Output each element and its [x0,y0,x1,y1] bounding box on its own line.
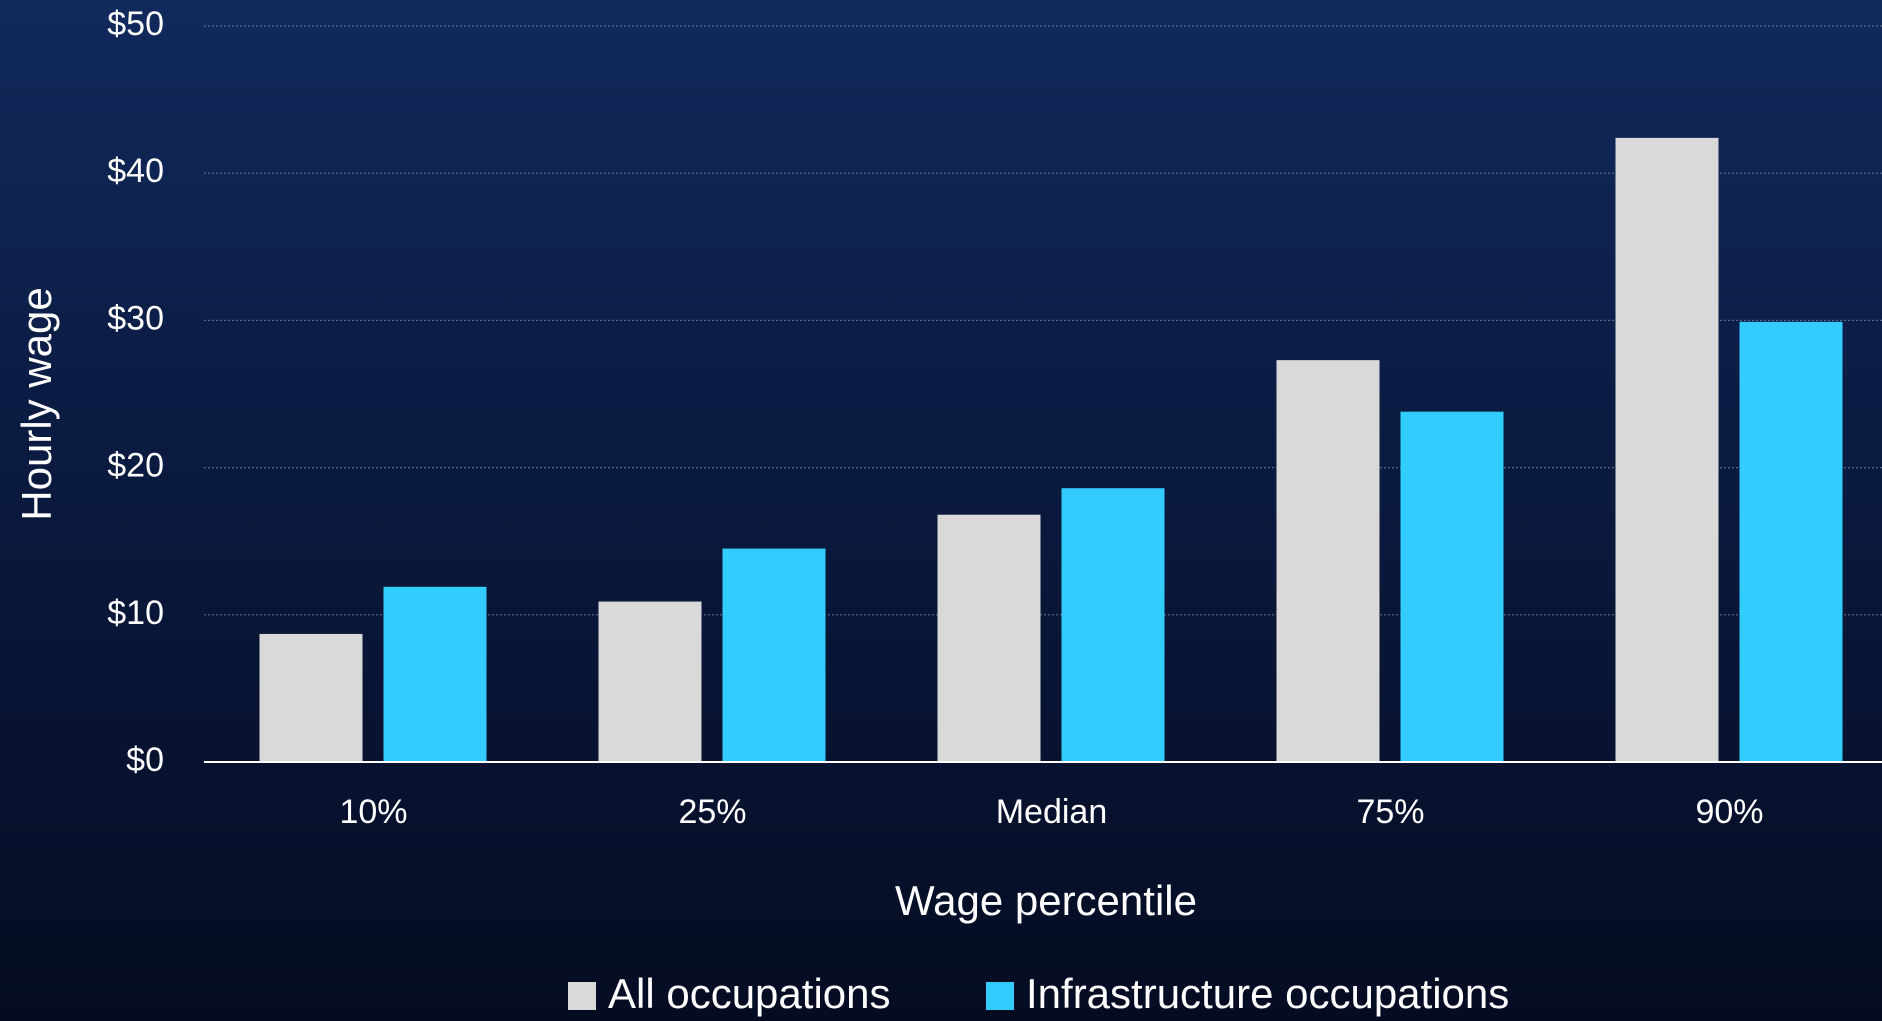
bar [722,548,826,762]
bar [1400,411,1504,762]
bar [259,633,363,762]
bar [937,514,1041,762]
y-tick-label: $0 [126,741,164,779]
y-tick-label: $20 [107,447,164,485]
legend-swatch [568,982,596,1010]
y-axis-title: Hourly wage [13,287,60,520]
x-tick-label: 25% [678,793,746,831]
bar [1276,360,1380,762]
y-tick-label: $50 [107,5,164,43]
x-tick-label: 90% [1695,793,1763,831]
x-tick-label: 75% [1356,793,1424,831]
legend-label: All occupations [608,970,891,1017]
x-tick-label: 10% [339,793,407,831]
legend-label: Infrastructure occupations [1026,970,1509,1017]
bar [1061,488,1165,762]
bar [598,601,702,762]
legend-swatch [986,982,1014,1010]
bar [383,586,487,762]
y-tick-label: $10 [107,594,164,632]
x-axis-title: Wage percentile [895,877,1197,924]
y-tick-label: $40 [107,152,164,190]
bar [1739,321,1843,762]
x-tick-label: Median [996,793,1108,831]
y-tick-label: $30 [107,299,164,337]
bar [1615,137,1719,762]
